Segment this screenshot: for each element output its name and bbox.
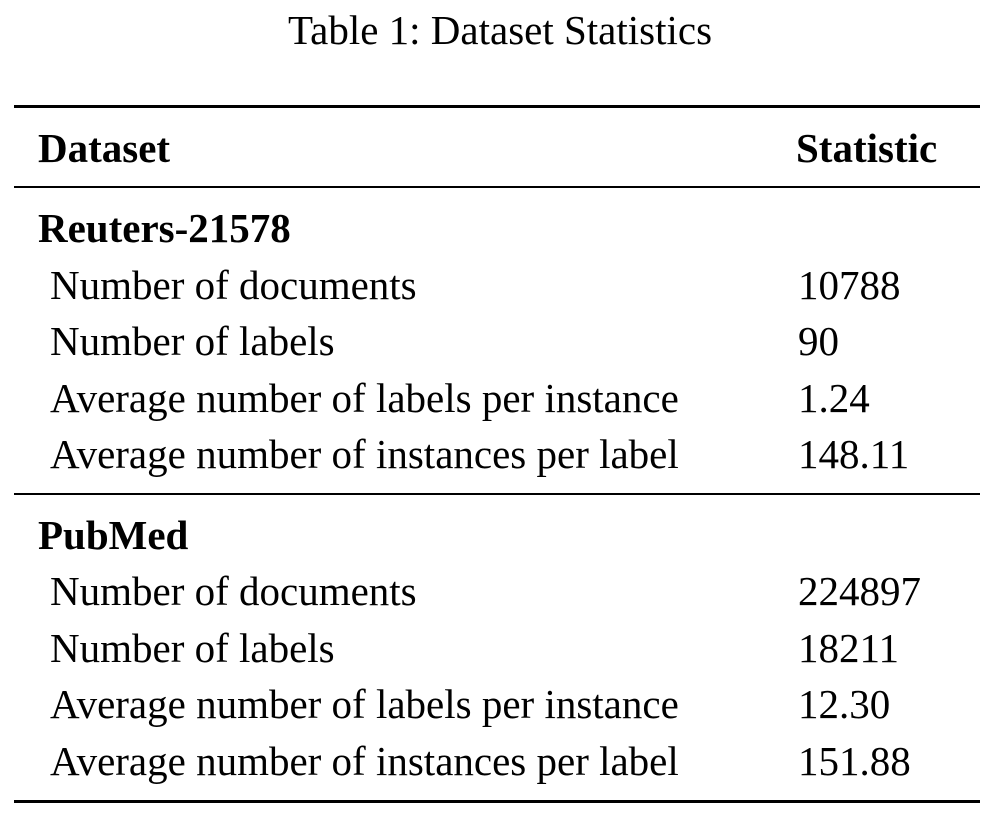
group-title-reuters: Reuters-21578 [38, 205, 291, 251]
row-label: Number of labels [50, 625, 335, 671]
row-label: Average number of labels per instance [50, 375, 679, 421]
group-rule [14, 493, 980, 495]
row-value: 18211 [798, 625, 899, 671]
group-title-pubmed: PubMed [38, 512, 189, 558]
row-label: Average number of instances per label [50, 738, 679, 784]
row-value: 224897 [798, 568, 921, 614]
top-rule [14, 105, 980, 108]
header-dataset: Dataset [38, 125, 171, 171]
table-caption: Table 1: Dataset Statistics [287, 7, 713, 53]
header-rule [14, 186, 980, 188]
row-value: 148.11 [798, 431, 910, 477]
header-statistic: Statistic [796, 125, 938, 171]
row-value: 1.24 [798, 375, 870, 421]
row-label: Number of documents [50, 568, 417, 614]
row-label: Number of documents [50, 262, 417, 308]
row-value: 12.30 [798, 681, 891, 727]
row-label: Average number of labels per instance [50, 681, 679, 727]
bottom-rule [14, 800, 980, 803]
row-label: Number of labels [50, 318, 335, 364]
row-value: 151.88 [798, 738, 911, 784]
row-value: 10788 [798, 262, 901, 308]
row-value: 90 [798, 318, 839, 364]
row-label: Average number of instances per label [50, 431, 679, 477]
